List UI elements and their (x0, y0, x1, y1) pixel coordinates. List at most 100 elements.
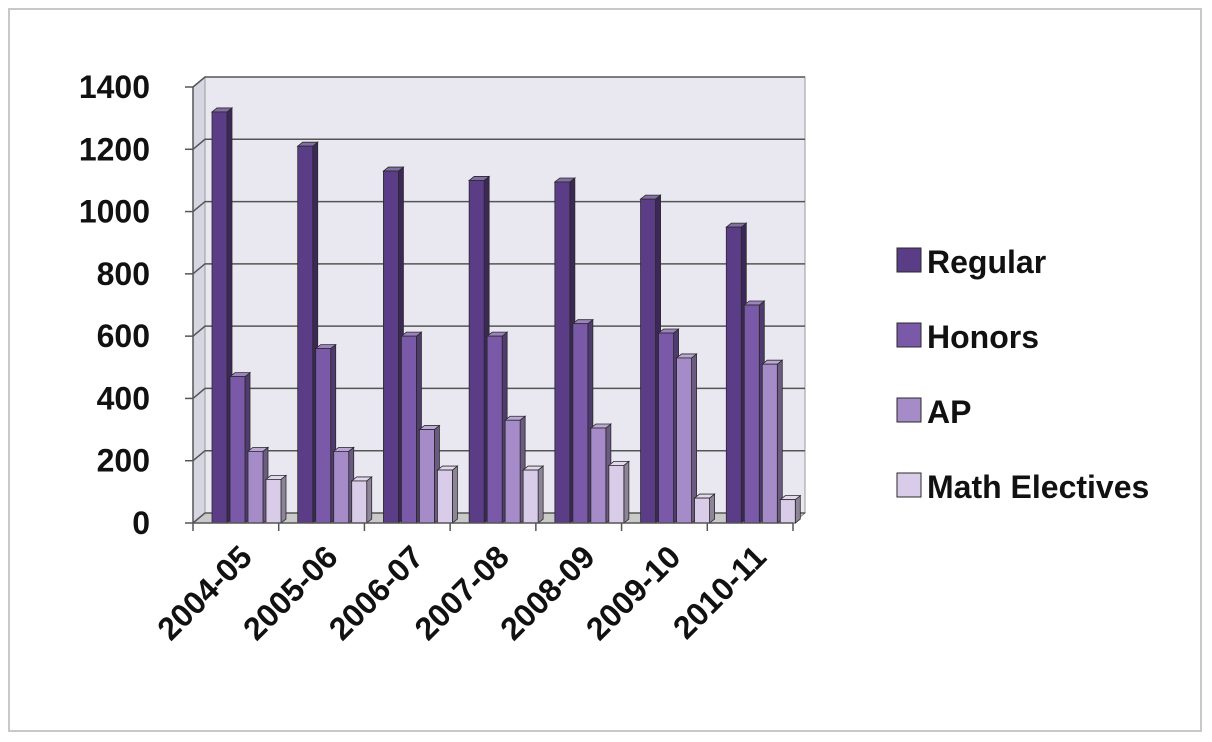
bar-front (383, 170, 399, 524)
bar-front (229, 376, 246, 524)
bar-honors-2004-05 (228, 371, 252, 524)
bar-front (554, 181, 571, 524)
gridline (192, 263, 805, 275)
bar-front (658, 332, 674, 524)
y-tick-label: 200 (97, 443, 150, 479)
x-tick-label: 2008-09 (493, 538, 601, 646)
bar-side (709, 493, 715, 524)
bar-front (694, 497, 710, 524)
bar-front (247, 450, 264, 524)
bar-front (725, 226, 742, 524)
bar-front (743, 304, 760, 524)
legend-swatch (896, 247, 922, 273)
bar-side (452, 465, 458, 524)
bar-side (623, 460, 630, 524)
legend-swatch (896, 397, 922, 423)
bar-ap-2009-10 (675, 353, 698, 524)
gridline (192, 387, 805, 400)
bar-side (280, 474, 287, 524)
bar-side (794, 494, 801, 524)
gridline (192, 200, 805, 213)
bar-honors-2005-06 (314, 343, 337, 524)
legend: Regular Honors AP Math Electives (896, 244, 1149, 505)
bar-honors-2010-11 (743, 300, 766, 524)
bar-ap-2010-11 (761, 359, 784, 524)
legend-item-ap: AP (896, 394, 971, 430)
bar-front (351, 480, 368, 524)
bar-front (333, 450, 350, 524)
bar-math-electives-2004-05 (264, 474, 288, 524)
bar-ap-2008-09 (589, 423, 612, 524)
x-tick-label: 2004-05 (150, 538, 258, 646)
bar-math-electives-2009-10 (693, 493, 716, 524)
legend-item-math-electives: Math Electives (896, 469, 1149, 505)
y-tick-label: 600 (97, 318, 150, 354)
bar-front (401, 335, 417, 524)
bar-ap-2006-07 (418, 424, 441, 524)
legend-label: AP (927, 394, 971, 430)
bar-honors-2009-10 (657, 328, 680, 524)
bar-front (676, 357, 692, 524)
gridline (192, 76, 805, 88)
bar-front (761, 363, 778, 524)
legend-label: Honors (927, 319, 1039, 355)
bar-front (640, 198, 656, 524)
legend-label: Regular (927, 244, 1046, 280)
bar-regular-2005-06 (296, 141, 319, 524)
bar-front (608, 464, 625, 524)
bar-ap-2007-08 (504, 415, 527, 524)
bar-honors-2007-08 (486, 331, 509, 524)
bar-front (468, 180, 485, 524)
bar-front (522, 469, 539, 524)
x-tick-label: 2006-07 (322, 538, 430, 646)
bar-math-electives-2005-06 (350, 476, 373, 524)
bar-math-electives-2008-09 (607, 460, 630, 524)
y-axis-tick-labels: 0 200 400 600 800 1000 1200 1400 (79, 69, 150, 541)
x-tick-label: 2009-10 (579, 538, 687, 646)
bar-math-electives-2006-07 (436, 465, 459, 524)
legend-item-regular: Regular (896, 244, 1046, 280)
y-tick-label: 400 (97, 380, 150, 416)
bar-front (211, 111, 228, 524)
legend-label: Math Electives (927, 469, 1149, 505)
x-tick-label: 2007-08 (407, 538, 515, 646)
bar-side (366, 476, 373, 524)
gridline (192, 325, 805, 337)
bar-front (504, 419, 521, 524)
bar-front (590, 427, 607, 524)
x-tick-label: 2010-11 (666, 538, 773, 645)
bar-front (486, 335, 503, 524)
legend-swatch (896, 472, 922, 498)
y-tick-label: 1200 (79, 131, 150, 167)
bar-front (437, 469, 453, 524)
bar-front (297, 145, 314, 524)
y-tick-label: 800 (97, 256, 150, 292)
bar-front (265, 478, 282, 524)
bar-regular-2007-08 (468, 175, 491, 524)
bar-regular-2006-07 (382, 166, 405, 524)
legend-swatch (896, 322, 922, 348)
gridline (192, 138, 805, 150)
bar-regular-2009-10 (639, 194, 662, 524)
bar-front (419, 429, 435, 524)
bar-honors-2008-09 (571, 318, 594, 524)
bar-front (779, 499, 796, 524)
bar-math-electives-2007-08 (522, 465, 545, 524)
y-tick-label: 1400 (79, 69, 150, 105)
bar-front (572, 323, 589, 524)
bar-regular-2004-05 (210, 107, 234, 524)
legend-item-honors: Honors (896, 319, 1039, 355)
y-tick-label: 0 (132, 505, 150, 541)
x-tick-label: 2005-06 (236, 538, 344, 646)
bar-regular-2008-09 (553, 177, 576, 524)
axes (185, 86, 794, 531)
y-tick-label: 1000 (79, 194, 150, 230)
bar-front (315, 348, 332, 524)
bar-regular-2010-11 (725, 222, 748, 524)
bar-ap-2004-05 (246, 446, 270, 524)
bar-side (537, 465, 544, 524)
bar-ap-2005-06 (332, 446, 355, 524)
x-axis-tick-labels: 2004-052005-062006-072007-082008-092009-… (150, 538, 773, 646)
bar-math-electives-2010-11 (779, 494, 802, 524)
